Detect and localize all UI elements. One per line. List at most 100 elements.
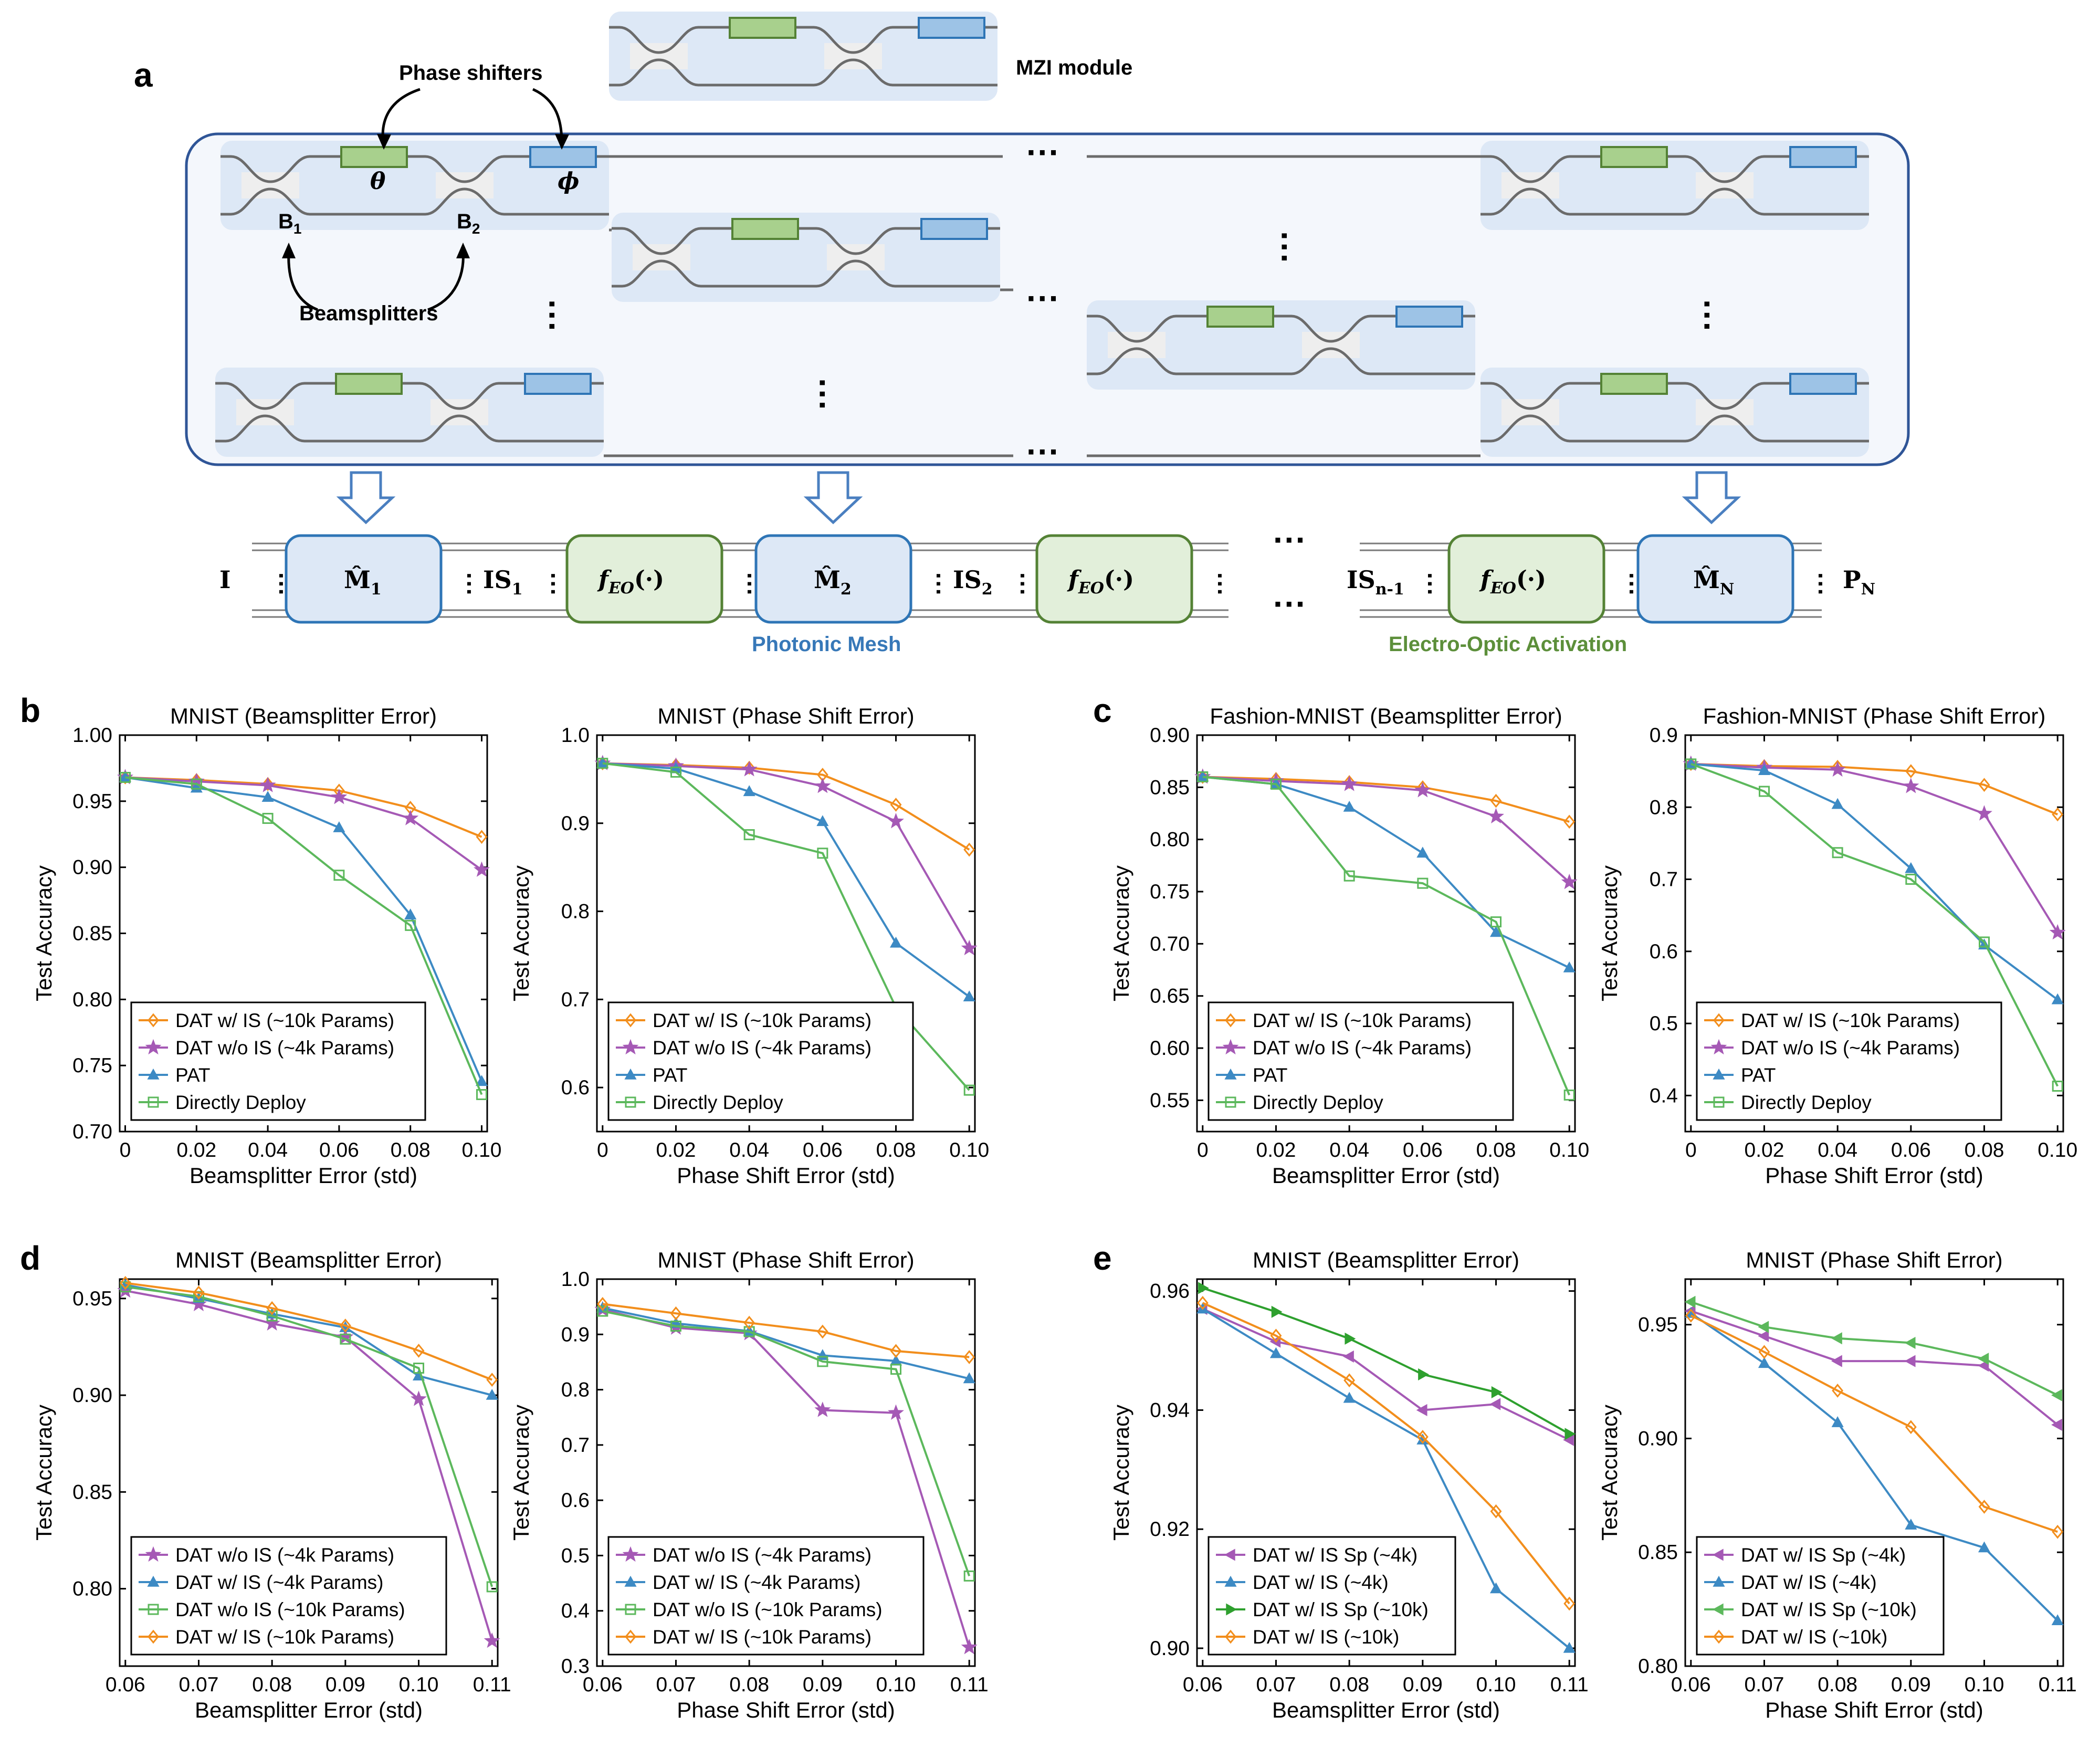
data-point [2052,1524,2064,1539]
x-tick-label: 0.06 [803,1139,843,1162]
y-tick-label: 0.95 [72,1288,112,1310]
legend-marker [147,1068,160,1080]
beamsplitter-arrowhead-1 [282,243,296,258]
data-point [1829,761,1846,777]
series-line-1 [602,1306,970,1380]
svg-text:···: ··· [1807,572,1834,597]
chart-d1: MNIST (Beamsplitter Error) Beamsplitter E… [32,1248,511,1722]
plot-frame [596,1278,976,1667]
legend-entry: DAT w/ IS (~10k Params) [653,1626,872,1648]
data-point [1978,1359,1989,1372]
series-line-1 [125,1284,492,1397]
series-line-0 [1690,1310,2059,1426]
y-axis-label: Test Accuracy [1597,865,1622,1001]
y-tick-label: 0.3 [561,1655,590,1678]
data-point [1490,916,1502,928]
x-tick-label: 0.11 [473,1673,511,1696]
series-line-3 [125,1282,492,1381]
legend-marker [622,1039,639,1055]
legend-box [1208,1536,1456,1656]
data-point [331,789,348,804]
series-line-2 [125,776,483,1082]
x-axis-label: Phase Shift Error (std) [1765,1163,1983,1188]
x-tick-label: 0.08 [729,1673,769,1696]
x-tick-label: 0 [120,1139,131,1162]
data-point [1905,874,1917,885]
data-point [1416,1430,1429,1444]
svg-text:fEO(·): fEO(·) [597,566,664,598]
legend-entry: PAT [1741,1064,1776,1086]
data-point [1685,758,1697,770]
chart-c2: Fashion-MNIST (Phase Shift Error) Phase S… [1597,704,2077,1188]
svg-text:fEO(·): fEO(·) [1067,566,1134,598]
x-tick-label: 0.11 [950,1673,989,1696]
legend-marker [625,1013,636,1028]
data-point [264,1315,280,1331]
data-point [191,778,202,790]
data-point [816,815,829,826]
legend-entry: DAT w/ IS (~4k) [1253,1572,1389,1593]
series-line-0 [125,1290,494,1641]
legend-entry: DAT w/o IS (~4k Params) [653,1544,872,1566]
legend-entry: PAT [1253,1064,1287,1086]
data-point [816,1324,828,1339]
data-point [814,1401,831,1417]
y-tick-label: 0.92 [1150,1518,1190,1541]
data-point [340,1333,351,1345]
series-line-0 [1690,762,2058,815]
data-point [404,908,417,919]
data-point [1196,1295,1209,1310]
y-tick-label: 0.85 [1638,1541,1678,1564]
eo-activation-1: fEO(·) [565,534,723,624]
legend-marker [1713,1629,1725,1644]
x-tick-label: 0.08 [1965,1139,2004,1162]
data-point [1343,1391,1356,1403]
y-tick-label: 0.80 [72,1578,112,1600]
series-line-0 [602,1308,971,1648]
legend-entry: DAT w/ IS (~10k Params) [175,1626,394,1648]
y-axis-label: Test Accuracy [32,865,56,1001]
data-point [963,1570,975,1582]
eo-activation-caption: Electro-Optic Activation [1389,633,1627,656]
x-tick-label: 0.04 [1818,1139,1857,1162]
data-point [266,1310,278,1322]
data-point [963,1084,975,1096]
data-point [476,830,488,844]
data-point [266,1301,278,1315]
legend-marker [1226,1603,1237,1616]
data-point [475,1075,488,1086]
data-point [476,1089,487,1101]
data-point [1343,870,1355,882]
data-point [2052,807,2064,822]
legend-marker [624,1068,637,1080]
data-point [120,772,131,783]
mzi-module-diagram [609,12,998,101]
data-point [259,777,276,792]
legend-marker [1222,1039,1239,1055]
data-point [2051,1389,2062,1401]
svg-text:···: ··· [925,572,952,597]
legend-entry: Directly Deploy [1253,1092,1383,1113]
data-point [963,1350,975,1364]
data-point [1563,1641,1576,1653]
data-point [1831,1332,1842,1345]
data-point [1832,1384,1844,1398]
series-line-0 [1202,1307,1570,1441]
data-point [1418,1368,1429,1380]
series-line-1 [1690,1312,2059,1621]
x-tick-label: 0.07 [179,1673,219,1696]
data-point [1341,776,1358,791]
data-point [597,758,608,769]
legend-marker [1712,1603,1724,1616]
series-line-0 [125,776,482,838]
is-label-1: IS1 [483,566,523,599]
data-point [1832,847,1843,859]
pipeline-vdots: ··· ··· ··· ··· ··· ··· ··· ··· ··· ··· [268,572,1834,597]
data-point [1978,778,1990,792]
data-point [1904,1336,1916,1349]
series-line-2 [125,1285,494,1587]
x-axis-label: Beamsplitter Error (std) [195,1698,423,1722]
panel-letter-c: c [1093,692,1112,729]
legend-marker [145,1546,162,1562]
data-point [1343,1373,1356,1388]
